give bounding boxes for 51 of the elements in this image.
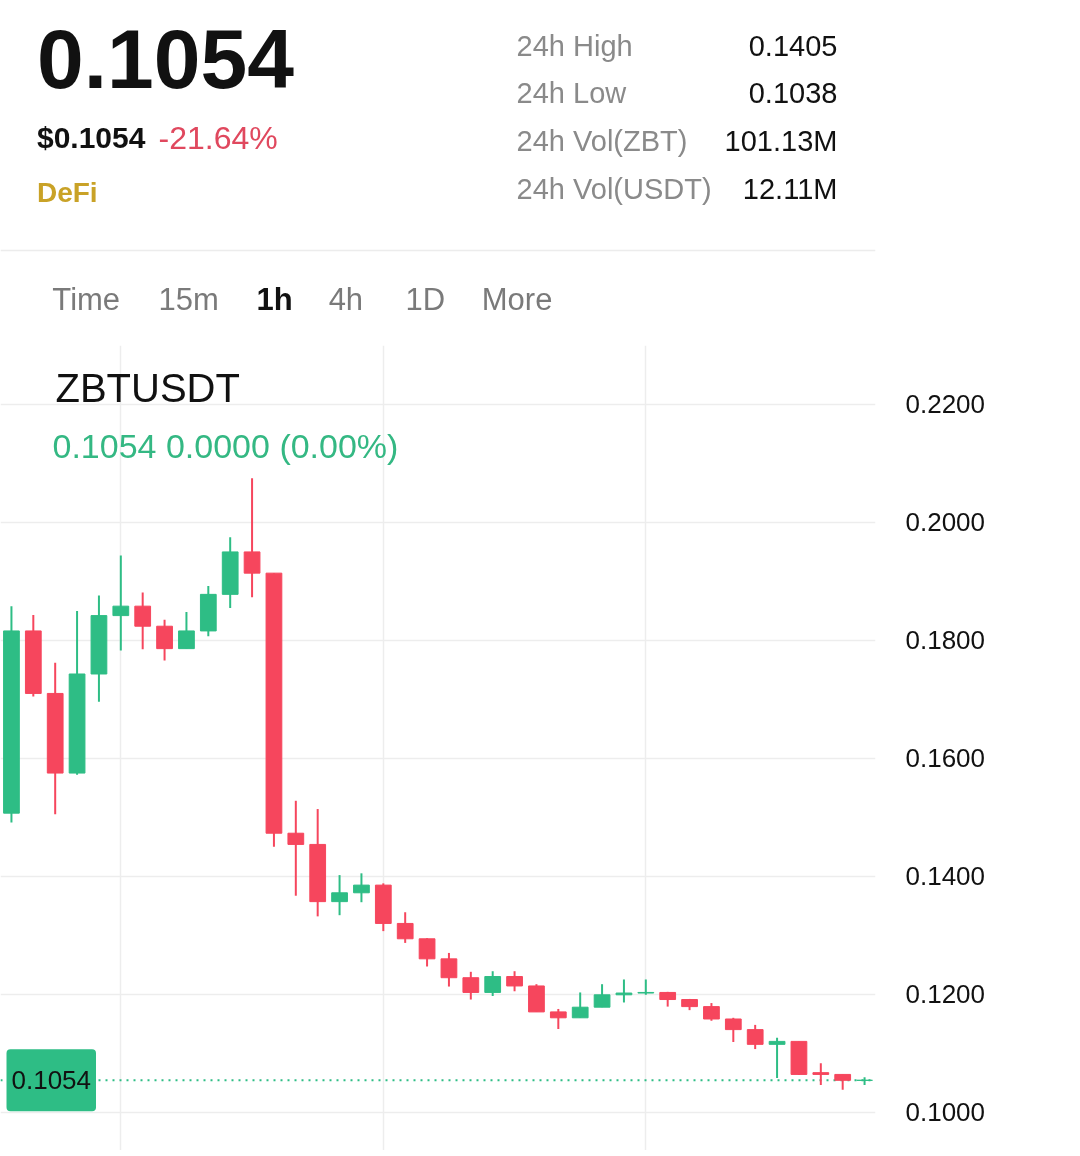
candlestick	[134, 591, 152, 651]
candlestick	[112, 554, 130, 652]
text: 0.1405	[748, 29, 838, 62]
text: 24h Vol(ZBT)	[516, 124, 688, 157]
text: DeFi	[36, 177, 98, 208]
candlestick	[615, 978, 633, 1004]
candlestick	[418, 937, 436, 968]
candlestick	[396, 911, 414, 944]
candlestick	[549, 1007, 567, 1031]
text: Time	[52, 282, 121, 317]
text: 0.1054 0.0000 (0.00%)	[52, 426, 399, 465]
candlestick	[593, 983, 611, 1009]
candlestick	[637, 978, 655, 996]
text: 24h Vol(USDT)	[516, 172, 712, 205]
candlestick	[724, 1016, 742, 1043]
y-tick-label: 0.2200	[905, 389, 986, 420]
candlestick	[178, 611, 195, 650]
candlestick	[331, 874, 348, 917]
text: 24h Low	[516, 76, 628, 109]
text: 15m	[158, 282, 219, 317]
text: 4h	[328, 282, 364, 317]
candlestick	[812, 1062, 830, 1087]
text: 24h High	[516, 29, 633, 62]
ref-line-label: 0.1054	[11, 1065, 92, 1096]
candlestick	[156, 618, 173, 662]
text: 1h	[256, 282, 293, 317]
text: 0.1038	[748, 76, 838, 109]
text: $0.1054	[36, 121, 146, 154]
text: ZBTUSDT	[55, 365, 240, 410]
y-tick-label: 0.1600	[905, 743, 986, 774]
text: 0.1054	[36, 11, 295, 106]
candlestick	[746, 1023, 764, 1051]
text: -21.64%	[158, 119, 278, 156]
candlestick	[287, 799, 305, 897]
y-tick-label: 0.1800	[905, 625, 986, 656]
candlestick	[506, 970, 523, 993]
text: 1D	[405, 282, 446, 317]
y-tick-label: 0.1400	[905, 861, 986, 892]
candlestick	[484, 970, 502, 997]
candlestick	[353, 872, 370, 904]
y-tick-label: 0.1000	[905, 1097, 986, 1128]
text: More	[481, 282, 553, 317]
candlestick	[440, 951, 458, 988]
text: 12.11M	[742, 172, 838, 205]
candlestick	[768, 1036, 786, 1079]
text: 101.13M	[724, 124, 838, 157]
candlestick	[462, 970, 480, 1001]
y-tick-label: 0.2000	[905, 507, 986, 538]
candlestick	[243, 477, 261, 599]
candlestick	[571, 991, 589, 1019]
y-tick-label: 0.1200	[905, 979, 986, 1010]
